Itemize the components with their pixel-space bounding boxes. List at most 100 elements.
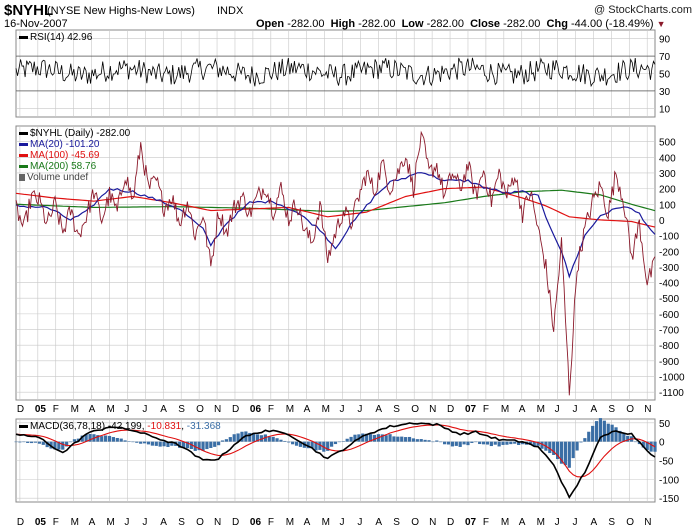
macd-hist-bar-77 [314,441,318,451]
upper-month-28: A [519,404,526,415]
macd-hist-bar-102 [411,438,416,442]
rsi-ytick-50: 50 [659,70,671,81]
macd-hist-bar-58 [240,431,244,442]
upper-month-11: N [214,404,221,415]
upper-month-2: F [53,404,59,415]
macd-hist-bar-53 [220,440,225,442]
macd-hist-bar-67 [275,438,279,442]
macd-ytick--100: -100 [659,475,679,486]
chart-symbol: $NYHL [4,2,54,19]
lower-month-17: M [322,517,330,528]
histogram-value: -31.368 [186,421,221,432]
upper-month-22: O [411,404,419,415]
price-ytick-200: 200 [659,185,676,196]
upper-month-32: A [590,404,597,415]
macd-hist-bar-45 [189,441,193,450]
price-ytick--300: -300 [659,263,679,274]
rsi-legend: RSI(14) 42.96 [19,32,92,43]
upper-month-9: S [178,404,185,415]
lower-month-0: D [17,517,24,528]
macd-hist-bar-33 [142,441,147,444]
upper-month-10: O [196,404,204,415]
macd-hist-bar-19 [88,433,92,442]
upper-month-34: O [626,404,634,415]
macd-hist-bar-155 [618,430,622,442]
price-ytick--500: -500 [659,294,679,305]
lower-month-18: J [340,517,345,528]
open-value: -282.00 [287,18,325,30]
low-label: Low [401,18,424,30]
legend-price-label: $NYHL (Daily) -282.00 [30,128,131,139]
upper-month-18: J [340,404,345,415]
lower-month-7: J [142,517,147,528]
macd-hist-bar-120 [481,441,486,445]
macd-hist-bar-25 [111,437,116,442]
upper-month-0: D [17,404,24,415]
macd-hist-bar-18 [84,434,88,442]
macd-hist-bar-115 [462,441,466,445]
upper-month-7: J [142,404,147,415]
macd-hist-bar-114 [458,441,462,447]
macd-hist-bar-43 [181,441,186,448]
macd-hist-bar-149 [594,421,599,442]
macd-hist-bar-39 [166,441,170,447]
lower-month-31: J [573,517,578,528]
macd-hist-bar-89 [361,433,365,442]
lower-month-19: J [357,517,362,528]
macd-hist-bar-69 [283,440,287,442]
lower-month-28: A [519,517,526,528]
macd-hist-bar-148 [591,425,595,442]
lower-month-10: O [196,517,204,528]
lower-month-2: F [53,517,59,528]
macd-hist-bar-100 [404,437,408,442]
macd-hist-bar-34 [146,441,151,445]
rsi-ytick-10: 10 [659,104,671,115]
lower-month-30: J [555,517,560,528]
macd-hist-bar-32 [139,441,143,444]
upper-month-33: S [608,404,615,415]
price-swatch [19,131,28,135]
macd-hist-bar-38 [162,441,166,447]
low-value: -282.00 [426,18,464,30]
lower-month-11: N [214,517,221,528]
macd-hist-bar-80 [326,441,330,451]
lower-month-16: A [304,517,311,528]
upper-month-1: 05 [35,404,47,415]
upper-month-19: J [357,404,362,415]
macd-hist-bar-82 [333,441,338,445]
macd-hist-bar-119 [478,441,482,445]
close-label: Close [470,18,501,30]
upper-month-15: M [286,404,294,415]
price-ytick--900: -900 [659,357,679,368]
macd-hist-bar-157 [626,435,630,442]
macd-hist-bar-156 [622,433,626,442]
macd-hist-bar-103 [415,439,419,442]
macd-hist-bar-57 [236,433,240,442]
macd-hist-bar-11 [57,441,61,450]
macd-hist-bar-142 [567,441,571,468]
macd-hist-bar-116 [466,441,470,446]
lower-month-22: O [411,517,419,528]
macd-hist-bar-90 [365,433,369,442]
legend-ma20-label: MA(20) -101.20 [30,139,100,150]
macd-hist-bar-81 [330,441,334,447]
rsi-label: RSI(14) 42.96 [30,32,93,43]
macd-hist-bar-51 [213,441,217,447]
stockcharts-watermark[interactable]: @ StockCharts.com [594,4,692,16]
macd-hist-bar-1 [18,441,22,443]
upper-month-3: M [71,404,79,415]
lower-month-35: N [644,517,651,528]
rsi-ytick-70: 70 [659,52,671,63]
chg-value: -44.00 (-18.49%) [571,18,654,30]
macd-hist-bar-98 [396,436,400,442]
macd-hist-bar-101 [407,436,412,442]
macd-hist-bar-22 [100,436,104,442]
macd-hist-bar-118 [474,441,478,443]
macd-hist-bar-61 [252,432,256,442]
rsi-line [15,57,656,88]
open-label: Open [256,18,285,30]
macd-signal-line [15,424,656,478]
macd-hist-bar-27 [119,438,123,442]
macd-hist-bar-95 [384,435,388,442]
